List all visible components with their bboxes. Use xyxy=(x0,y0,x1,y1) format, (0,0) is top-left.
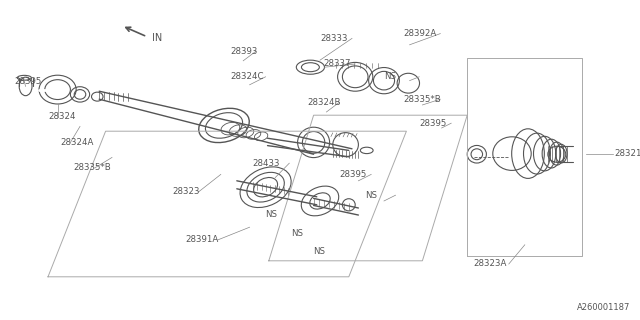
Text: NS: NS xyxy=(314,247,326,256)
Text: 28393: 28393 xyxy=(230,47,258,56)
Text: 28321: 28321 xyxy=(614,149,640,158)
Text: NS: NS xyxy=(384,72,396,81)
Text: 28324: 28324 xyxy=(48,112,76,121)
Text: 28395: 28395 xyxy=(339,170,367,179)
Text: 28323A: 28323A xyxy=(474,260,507,268)
Text: 28324C: 28324C xyxy=(230,72,264,81)
Text: 28323: 28323 xyxy=(173,188,200,196)
Text: 28433: 28433 xyxy=(253,159,280,168)
Text: IN: IN xyxy=(152,33,163,43)
Text: 28324B: 28324B xyxy=(307,98,340,107)
Text: 28335*B: 28335*B xyxy=(403,95,441,104)
Text: 28395: 28395 xyxy=(14,77,42,86)
Text: NS: NS xyxy=(365,191,377,200)
Text: NS: NS xyxy=(266,210,278,219)
Text: 28333: 28333 xyxy=(320,34,348,43)
Text: 28324A: 28324A xyxy=(61,138,94,147)
Text: 28335*B: 28335*B xyxy=(74,164,111,172)
Text: 28395: 28395 xyxy=(419,119,447,128)
Text: 28337: 28337 xyxy=(323,60,351,68)
Text: 28392A: 28392A xyxy=(403,29,436,38)
Text: NS: NS xyxy=(291,229,303,238)
Text: 28391A: 28391A xyxy=(186,236,219,244)
Text: A260001187: A260001187 xyxy=(577,303,630,312)
